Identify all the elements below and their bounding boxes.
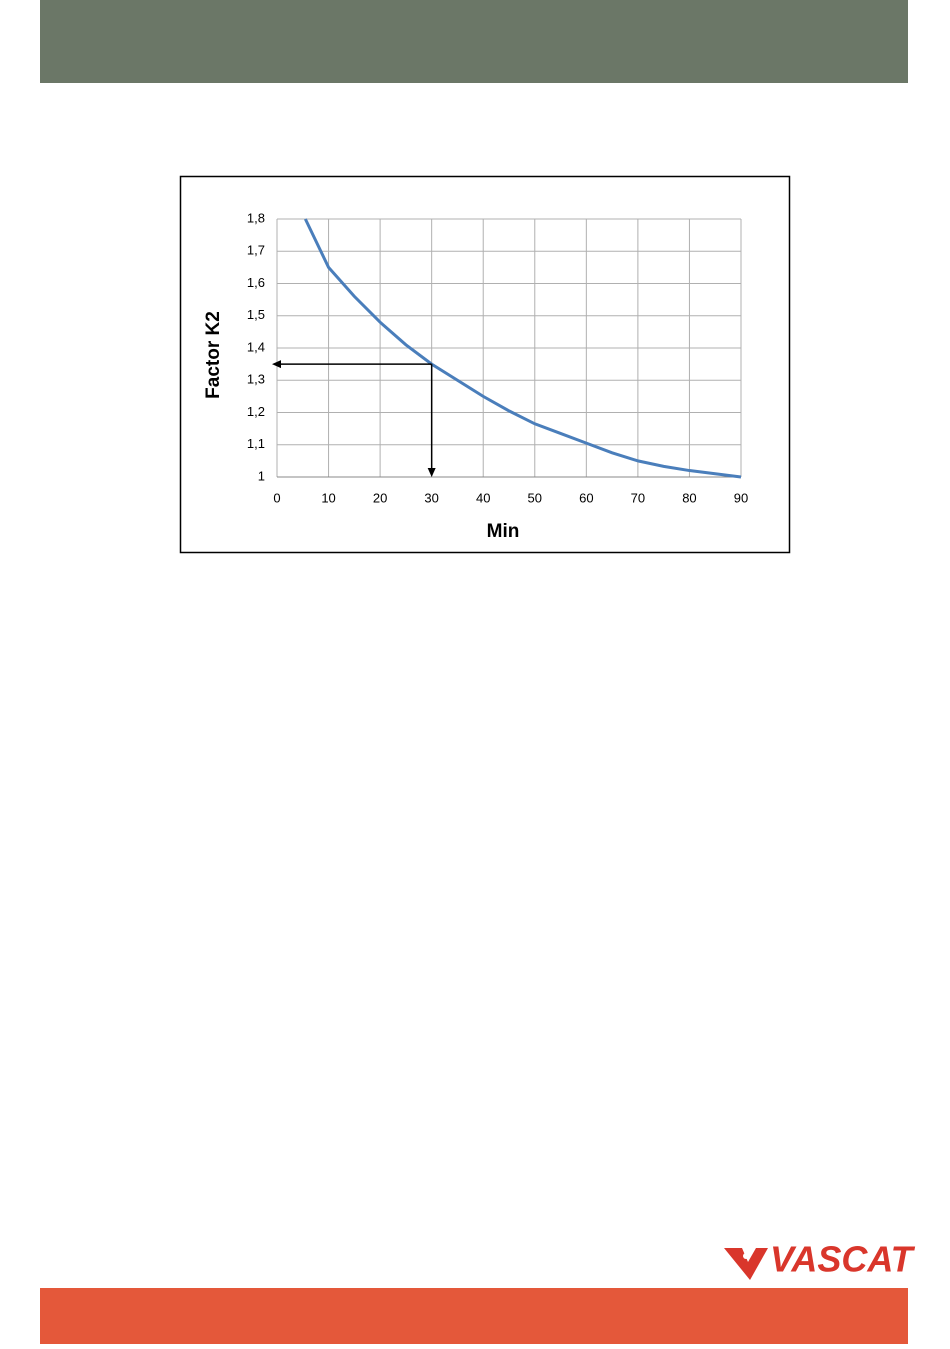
y-tick-label: 1,3: [247, 372, 265, 387]
y-tick-label: 1,7: [247, 243, 265, 258]
x-tick-label: 80: [682, 490, 696, 505]
logo-dot: [743, 1253, 749, 1259]
logo-text: VASCAT: [770, 1239, 916, 1280]
y-tick-label: 1,5: [247, 307, 265, 322]
logo: VASCAT: [724, 1239, 916, 1280]
data-line: [304, 218, 742, 479]
x-tick-label: 20: [373, 490, 387, 505]
logo-mark: [724, 1248, 768, 1280]
x-tick-label: 40: [476, 490, 490, 505]
x-axis-title: Min: [487, 521, 520, 542]
arrow-head: [272, 360, 281, 369]
y-tick-label: 1: [258, 468, 265, 483]
footer-band: [40, 1288, 908, 1344]
header-band: [40, 0, 908, 83]
y-tick-label: 1,8: [247, 210, 265, 225]
y-tick-label: 1,2: [247, 404, 265, 419]
y-tick-label: 1,1: [247, 436, 265, 451]
x-tick-label: 10: [321, 490, 335, 505]
y-axis-title: Factor K2: [203, 311, 224, 399]
arrow-head: [427, 468, 436, 477]
x-tick-label: 0: [273, 490, 280, 505]
x-tick-label: 70: [631, 490, 645, 505]
x-tick-label: 90: [734, 490, 748, 505]
x-tick-label: 50: [528, 490, 542, 505]
y-tick-label: 1,6: [247, 275, 265, 290]
y-tick-label: 1,4: [247, 339, 265, 354]
x-tick-label: 30: [424, 490, 438, 505]
chart: 1 1,1 1,2 1,3 1,4 1,5 1,6 1,7 1,8 0 10 20 30 40 50 60 70…: [247, 210, 748, 505]
x-tick-label: 60: [579, 490, 593, 505]
